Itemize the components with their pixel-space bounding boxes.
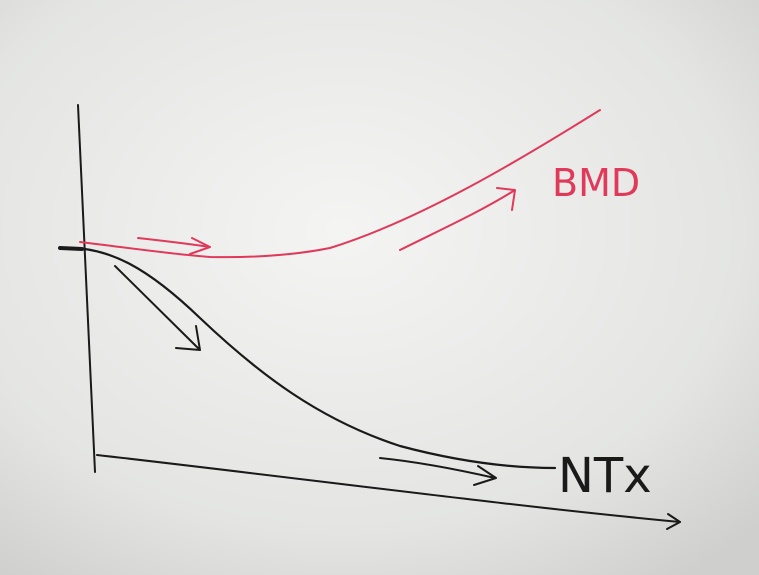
bmd-label: BMD: [552, 161, 640, 205]
flat-arrow: [379, 457, 497, 486]
x-axis-arrowhead: [666, 513, 681, 530]
flat-red-arrow: [137, 237, 211, 255]
ntx-label: NTx: [558, 448, 652, 504]
y-axis: [77, 104, 96, 473]
x-axis: [96, 454, 681, 523]
start-tick: [58, 246, 84, 251]
ntx-curve: [61, 246, 557, 470]
up-red-arrow: [399, 187, 516, 251]
down-arrow: [114, 265, 201, 351]
bmd-curve: [79, 109, 601, 259]
